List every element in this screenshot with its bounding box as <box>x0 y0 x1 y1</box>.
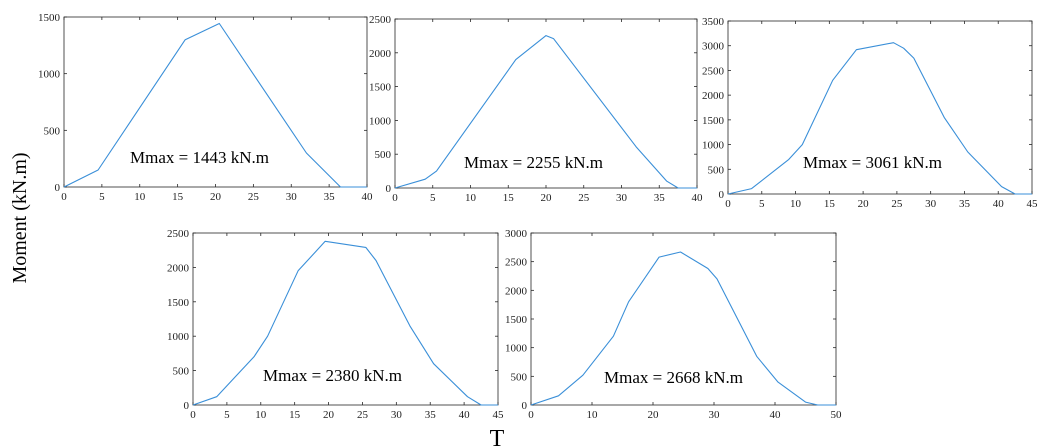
x-tick-label: 10 <box>255 409 267 421</box>
chart-panel-5: 0 10 20 30 40 50050010001500200025003000Mmax … <box>505 228 842 421</box>
y-tick-label: 500 <box>511 371 528 383</box>
x-tick-label: 5 <box>224 409 230 421</box>
y-tick-label: 0 <box>386 183 392 195</box>
y-tick-label: 1000 <box>38 69 61 81</box>
y-tick-label: 1000 <box>702 140 725 152</box>
mmax-annotation: Mmax = 2380 kN.m <box>263 366 402 385</box>
x-tick-label: 35 <box>324 191 336 203</box>
y-tick-label: 500 <box>375 149 392 161</box>
x-tick-label: 10 <box>465 192 477 204</box>
chart-panel-2: 0 5 10 15 20 25 30 35 40 0 500 1000 1500 2000 2500 Mmax… <box>369 14 703 204</box>
mmax-annotation: Mmax = 3061 kN.m <box>803 153 942 172</box>
y-tick-label: 0 <box>719 189 725 201</box>
x-tick-label: 5 <box>759 198 765 210</box>
x-tick-label: 25 <box>891 198 903 210</box>
plot-frame <box>192 232 499 406</box>
x-tick-label: 10 <box>587 409 599 421</box>
x-tick-label: 35 <box>654 192 666 204</box>
mmax-annotation: Mmax = 2255 kN.m <box>464 153 603 172</box>
x-tick-label: 20 <box>210 191 222 203</box>
y-tick-label: 2500 <box>369 14 392 26</box>
x-tick-label: 15 <box>503 192 515 204</box>
x-tick-label: 30 <box>391 409 403 421</box>
x-axis-title: T <box>490 426 505 448</box>
x-tick-label: 35 <box>959 198 971 210</box>
x-tick-label: 50 <box>831 409 843 421</box>
x-tick-label: 30 <box>286 191 298 203</box>
x-tick-label: 25 <box>248 191 260 203</box>
y-tick-label: 3000 <box>505 228 528 240</box>
x-tick-label: 40 <box>993 198 1005 210</box>
mmax-annotation: Mmax = 1443 kN.m <box>130 148 269 167</box>
y-tick-label: 1500 <box>38 12 61 24</box>
x-tick-label: 20 <box>648 409 660 421</box>
x-tick-label: 40 <box>692 192 704 204</box>
y-tick-label: 3000 <box>702 41 725 53</box>
x-tick-label: 0 <box>61 191 67 203</box>
plot-frame <box>727 20 1033 195</box>
y-tick-label: 500 <box>173 366 190 378</box>
x-tick-label: 15 <box>824 198 836 210</box>
x-tick-label: 5 <box>430 192 436 204</box>
y-tick-label: 0 <box>184 400 190 412</box>
x-tick-label: 0 <box>725 198 731 210</box>
y-tick-label: 3500 <box>702 16 725 28</box>
x-tick-label: 10 <box>790 198 802 210</box>
chart-panel-4: 0 5 10 15 20 25 30 35 40 45 0 500 1000 1500 2000 2500 Mm… <box>167 228 504 421</box>
chart-panel-3: 0 5 10 15 20 25 30 35 40 45 0 500 1000 1500 2000 2500 30… <box>702 16 1038 210</box>
y-tick-label: 0 <box>522 400 528 412</box>
y-tick-label: 1500 <box>167 297 190 309</box>
x-tick-label: 20 <box>858 198 870 210</box>
x-tick-label: 40 <box>770 409 782 421</box>
y-tick-label: 500 <box>708 164 725 176</box>
y-tick-label: 2000 <box>369 48 392 60</box>
x-tick-label: 30 <box>709 409 721 421</box>
y-tick-label: 1000 <box>167 331 190 343</box>
y-tick-label: 2500 <box>505 257 528 269</box>
x-tick-label: 0 <box>190 409 196 421</box>
x-tick-label: 20 <box>541 192 553 204</box>
x-tick-label: 20 <box>323 409 335 421</box>
y-tick-label: 2000 <box>167 262 190 274</box>
y-tick-label: 2500 <box>702 65 725 77</box>
x-tick-label: 5 <box>99 191 105 203</box>
moment-curve-line <box>394 35 697 189</box>
y-tick-label: 1500 <box>369 82 392 94</box>
y-tick-label: 2000 <box>505 285 528 297</box>
x-tick-label: 25 <box>578 192 590 204</box>
y-tick-label: 1000 <box>369 115 392 127</box>
x-tick-label: 15 <box>172 191 184 203</box>
x-tick-label: 0 <box>528 409 534 421</box>
x-tick-label: 40 <box>459 409 471 421</box>
moment-curve-line <box>727 42 1032 195</box>
moment-curve-line <box>530 251 836 406</box>
y-tick-label: 500 <box>44 125 61 137</box>
mmax-annotation: Mmax = 2668 kN.m <box>604 368 743 387</box>
x-tick-label: 40 <box>362 191 374 203</box>
y-tick-label: 2500 <box>167 228 190 240</box>
y-tick-label: 1500 <box>702 115 725 127</box>
x-tick-label: 25 <box>357 409 369 421</box>
x-tick-label: 30 <box>925 198 937 210</box>
y-axis-title: Moment (kN.m) <box>9 152 31 283</box>
x-tick-label: 30 <box>616 192 628 204</box>
y-tick-label: 2000 <box>702 90 725 102</box>
x-tick-label: 35 <box>425 409 437 421</box>
y-tick-label: 1500 <box>505 314 528 326</box>
x-tick-label: 0 <box>392 192 398 204</box>
y-tick-label: 1000 <box>505 343 528 355</box>
x-tick-label: 10 <box>134 191 146 203</box>
y-tick-label: 0 <box>55 182 61 194</box>
x-tick-label: 45 <box>1027 198 1039 210</box>
x-tick-label: 15 <box>289 409 301 421</box>
chart-panel-1: 0 5 10 15 20 25 30 35 40 0 500 1000 1500 Mmax = 1443 … <box>38 12 373 203</box>
x-tick-label: 45 <box>493 409 505 421</box>
